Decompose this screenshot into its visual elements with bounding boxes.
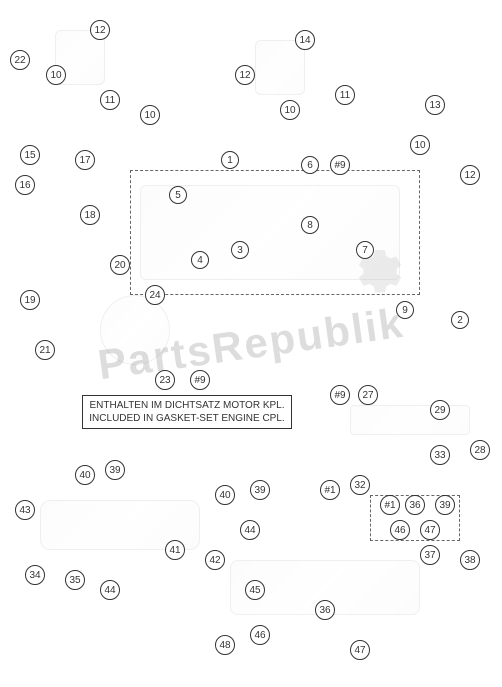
callout-bubble: 5 <box>169 186 187 204</box>
callout-bubble: 4 <box>191 251 209 269</box>
callout-bubble: 9 <box>396 301 414 319</box>
callout-bubble: 11 <box>100 90 120 110</box>
callout-bubble: 11 <box>335 85 355 105</box>
callout-bubble: 28 <box>470 440 490 460</box>
callout-bubble: 12 <box>460 165 480 185</box>
callout-bubble: 37 <box>420 545 440 565</box>
callout-bubble: 27 <box>358 385 378 405</box>
callout-bubble: #1 <box>320 480 340 500</box>
gasket-set-note-box: ENTHALTEN IM DICHTSATZ MOTOR KPL. INCLUD… <box>82 395 292 429</box>
callout-bubble: 32 <box>350 475 370 495</box>
callout-bubble: 34 <box>25 565 45 585</box>
callout-bubble: 46 <box>390 520 410 540</box>
callout-bubble: 18 <box>80 205 100 225</box>
callout-bubble: 10 <box>410 135 430 155</box>
callout-bubble: 47 <box>350 640 370 660</box>
part-sketch <box>255 40 305 95</box>
callout-bubble: 40 <box>75 465 95 485</box>
callout-bubble: #1 <box>380 495 400 515</box>
callout-bubble: 29 <box>430 400 450 420</box>
callout-bubble: 39 <box>250 480 270 500</box>
callout-bubble: 35 <box>65 570 85 590</box>
callout-bubble: 10 <box>280 100 300 120</box>
callout-bubble: 44 <box>240 520 260 540</box>
note-line-1: ENTHALTEN IM DICHTSATZ MOTOR KPL. <box>89 399 285 412</box>
callout-bubble: 42 <box>205 550 225 570</box>
callout-bubble: 36 <box>405 495 425 515</box>
callout-bubble: 12 <box>90 20 110 40</box>
callout-bubble: 33 <box>430 445 450 465</box>
callout-bubble: 36 <box>315 600 335 620</box>
callout-bubble: 39 <box>435 495 455 515</box>
callout-bubble: 3 <box>231 241 249 259</box>
callout-bubble: 21 <box>35 340 55 360</box>
callout-bubble: 10 <box>46 65 66 85</box>
callout-bubble: 38 <box>460 550 480 570</box>
callout-bubble: 8 <box>301 216 319 234</box>
callout-bubble: 7 <box>356 241 374 259</box>
callout-bubble: 20 <box>110 255 130 275</box>
callout-bubble: 22 <box>10 50 30 70</box>
callout-bubble: #9 <box>190 370 210 390</box>
callout-bubble: 15 <box>20 145 40 165</box>
callout-bubble: 40 <box>215 485 235 505</box>
callout-bubble: 47 <box>420 520 440 540</box>
part-sketch <box>350 405 470 435</box>
callout-bubble: 2 <box>451 311 469 329</box>
callout-bubble: 48 <box>215 635 235 655</box>
callout-bubble: 46 <box>250 625 270 645</box>
callout-bubble: 14 <box>295 30 315 50</box>
callout-bubble: 23 <box>155 370 175 390</box>
callout-bubble: 39 <box>105 460 125 480</box>
callout-bubble: 16 <box>15 175 35 195</box>
callout-bubble: 44 <box>100 580 120 600</box>
callout-bubble: 13 <box>425 95 445 115</box>
callout-bubble: 43 <box>15 500 35 520</box>
callout-bubble: 24 <box>145 285 165 305</box>
exploded-parts-diagram: PartsRepublik ENTHALTEN IM DICHTSATZ MOT… <box>0 0 502 687</box>
callout-bubble: 17 <box>75 150 95 170</box>
callout-bubble: #9 <box>330 385 350 405</box>
callout-bubble: 19 <box>20 290 40 310</box>
part-sketch <box>100 295 170 365</box>
note-line-2: INCLUDED IN GASKET-SET ENGINE CPL. <box>89 412 285 425</box>
callout-bubble: 10 <box>140 105 160 125</box>
callout-bubble: 41 <box>165 540 185 560</box>
callout-bubble: #9 <box>330 155 350 175</box>
callout-bubble: 45 <box>245 580 265 600</box>
callout-bubble: 1 <box>221 151 239 169</box>
callout-bubble: 6 <box>301 156 319 174</box>
callout-bubble: 12 <box>235 65 255 85</box>
